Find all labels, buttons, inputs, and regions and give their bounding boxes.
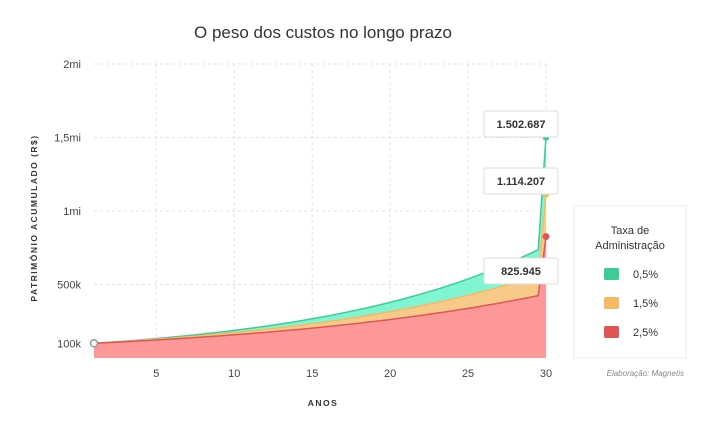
- x-tick-label: 15: [306, 368, 318, 380]
- x-tick-label: 5: [153, 368, 159, 380]
- series-area-3: [94, 236, 546, 358]
- y-tick-label: 1mi: [63, 206, 81, 218]
- x-axis-title: ANOS: [308, 398, 339, 408]
- y-tick-label: 1,5mi: [54, 133, 81, 145]
- plot-area: [89, 133, 550, 358]
- x-tick-label: 10: [228, 368, 240, 380]
- y-tick-label: 100k: [57, 338, 81, 350]
- series-line-3: [93, 236, 547, 345]
- callout-box-2: [483, 167, 559, 195]
- legend-title-line: Taxa de: [611, 225, 650, 237]
- callout-box-1: [483, 110, 559, 138]
- credit-text: Elaboração: Magnetis: [607, 369, 684, 378]
- legend-swatch-1: [604, 268, 619, 280]
- y-tick-label: 2mi: [63, 59, 81, 71]
- chart-title: O peso dos custos no longo prazo: [194, 23, 452, 42]
- legend-swatch-2: [604, 297, 619, 309]
- axis-ticks: 100k 500k 1mi 1,5mi 2mi 5 10 15 20 25 30: [54, 59, 552, 380]
- start-point: [89, 339, 99, 348]
- x-tick-label: 30: [540, 368, 552, 380]
- x-tick-label: 25: [462, 368, 474, 380]
- y-tick-label: 500k: [57, 280, 81, 292]
- series-area-1: [94, 137, 546, 344]
- legend-box: [573, 205, 687, 359]
- series-line-2: [93, 194, 547, 345]
- series-area-2: [94, 194, 546, 344]
- series-end-point-3: [542, 233, 550, 241]
- callout-value-2: 1.114.207: [497, 176, 545, 188]
- legend-title-line: Administração: [595, 240, 665, 252]
- callout-box-3: [483, 257, 559, 285]
- legend-swatch-3: [604, 326, 619, 338]
- series-line-1: [93, 137, 547, 345]
- y-axis-title: PATRIMÔNIO ACUMULADO (R$): [28, 134, 39, 301]
- callout-value-1: 1.502.687: [497, 119, 546, 131]
- legend-label-1: 0,5%: [633, 269, 658, 281]
- legend-label-2: 1,5%: [633, 298, 658, 310]
- callout-value-3: 825.945: [501, 266, 541, 278]
- legend-label-3: 2,5%: [633, 327, 658, 339]
- x-tick-label: 20: [384, 368, 396, 380]
- end-value-callouts: 1.502.687 1.114.207 825.945: [483, 110, 559, 285]
- legend: Taxa de Administração 0,5% 1,5% 2,5%: [573, 205, 687, 359]
